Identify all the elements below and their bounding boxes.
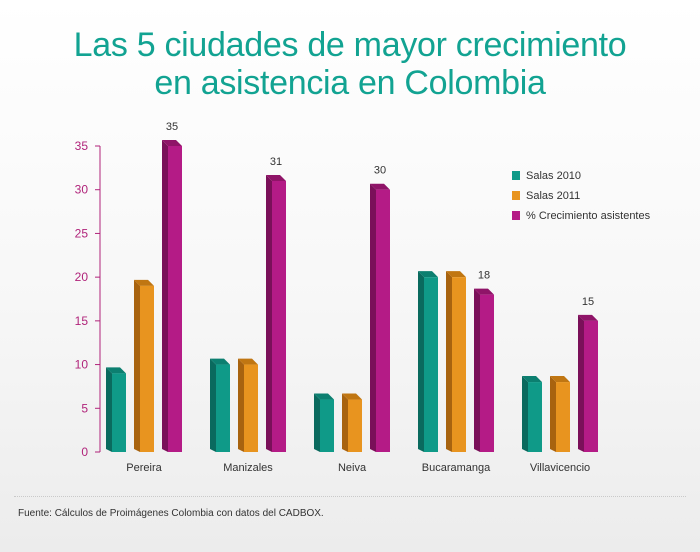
y-tick-label: 10 xyxy=(75,358,89,372)
legend-label: % Crecimiento asistentes xyxy=(526,210,651,222)
bar-top xyxy=(446,271,466,278)
bar-side xyxy=(266,174,272,452)
bar xyxy=(528,382,542,452)
bar-top xyxy=(418,271,438,278)
bar-top xyxy=(578,314,598,321)
bar-top xyxy=(134,279,154,286)
bar-side xyxy=(342,393,348,452)
bar xyxy=(584,320,598,452)
y-tick-label: 25 xyxy=(75,226,89,240)
category-label: Pereira xyxy=(126,462,162,474)
bar-side xyxy=(106,367,112,452)
bar-top xyxy=(522,376,542,383)
category-label: Manizales xyxy=(223,462,273,474)
bar-side xyxy=(578,314,584,452)
category-label: Bucaramanga xyxy=(422,462,491,474)
legend-label: Salas 2011 xyxy=(526,190,581,202)
bar xyxy=(556,382,570,452)
bar xyxy=(424,277,438,452)
bar xyxy=(348,399,362,452)
bar-side xyxy=(446,271,452,452)
legend-swatch xyxy=(512,211,520,220)
legend-swatch xyxy=(512,191,520,200)
bar-side xyxy=(134,279,140,452)
bar xyxy=(452,277,466,452)
bar-top xyxy=(474,288,494,295)
y-tick-label: 5 xyxy=(81,401,88,415)
bar xyxy=(168,146,182,452)
category-label: Villavicencio xyxy=(530,462,590,474)
y-tick-label: 30 xyxy=(75,183,89,197)
legend-item-crecimiento: % Crecimiento asistentes xyxy=(512,210,650,230)
legend-label: Salas 2010 xyxy=(526,170,582,182)
bar-side xyxy=(418,271,424,452)
bar-top xyxy=(342,393,362,400)
bar xyxy=(112,373,126,452)
bar xyxy=(320,399,334,452)
y-tick-label: 15 xyxy=(75,314,89,328)
chart-title-line-2: en asistencia en Colombia xyxy=(154,64,546,102)
source-note: Fuente: Cálculos de Proimágenes Colombia… xyxy=(18,508,324,519)
bar-side xyxy=(162,140,168,452)
bar xyxy=(216,364,230,452)
bar xyxy=(244,364,258,452)
bar-top xyxy=(210,358,230,365)
bar-side xyxy=(474,288,480,452)
legend-swatch xyxy=(512,171,520,180)
data-label: 18 xyxy=(478,270,490,282)
bar-side xyxy=(550,376,556,452)
legend-item-salas-2010: Salas 2010 xyxy=(512,170,650,190)
bar xyxy=(140,285,154,452)
bar xyxy=(272,180,286,452)
legend-item-salas-2011: Salas 2011 xyxy=(512,190,650,210)
chart-title: Las 5 ciudades de mayor crecimiento en a… xyxy=(0,26,700,102)
bar-top xyxy=(266,174,286,181)
bar xyxy=(480,294,494,452)
bar-top xyxy=(106,367,126,374)
bar-top xyxy=(370,183,390,190)
data-label: 35 xyxy=(166,121,178,133)
y-tick-label: 35 xyxy=(75,139,89,153)
footer-divider xyxy=(14,496,686,497)
bar-side xyxy=(210,358,216,452)
bar-top xyxy=(238,358,258,365)
bar-top xyxy=(162,140,182,146)
chart-title-line-1: Las 5 ciudades de mayor crecimiento xyxy=(73,26,627,64)
bar-side xyxy=(522,376,528,452)
legend: Salas 2010 Salas 2011 % Crecimiento asis… xyxy=(512,170,650,230)
category-label: Neiva xyxy=(338,462,367,474)
data-label: 31 xyxy=(270,156,282,168)
bar-side xyxy=(238,358,244,452)
y-tick-label: 0 xyxy=(81,445,88,459)
data-label: 30 xyxy=(374,165,386,177)
bar xyxy=(376,189,390,452)
y-tick-label: 20 xyxy=(75,270,89,284)
bar-side xyxy=(370,183,376,452)
data-label: 15 xyxy=(582,296,594,308)
bar-top xyxy=(550,376,570,383)
bar-side xyxy=(314,393,320,452)
bar-top xyxy=(314,393,334,400)
